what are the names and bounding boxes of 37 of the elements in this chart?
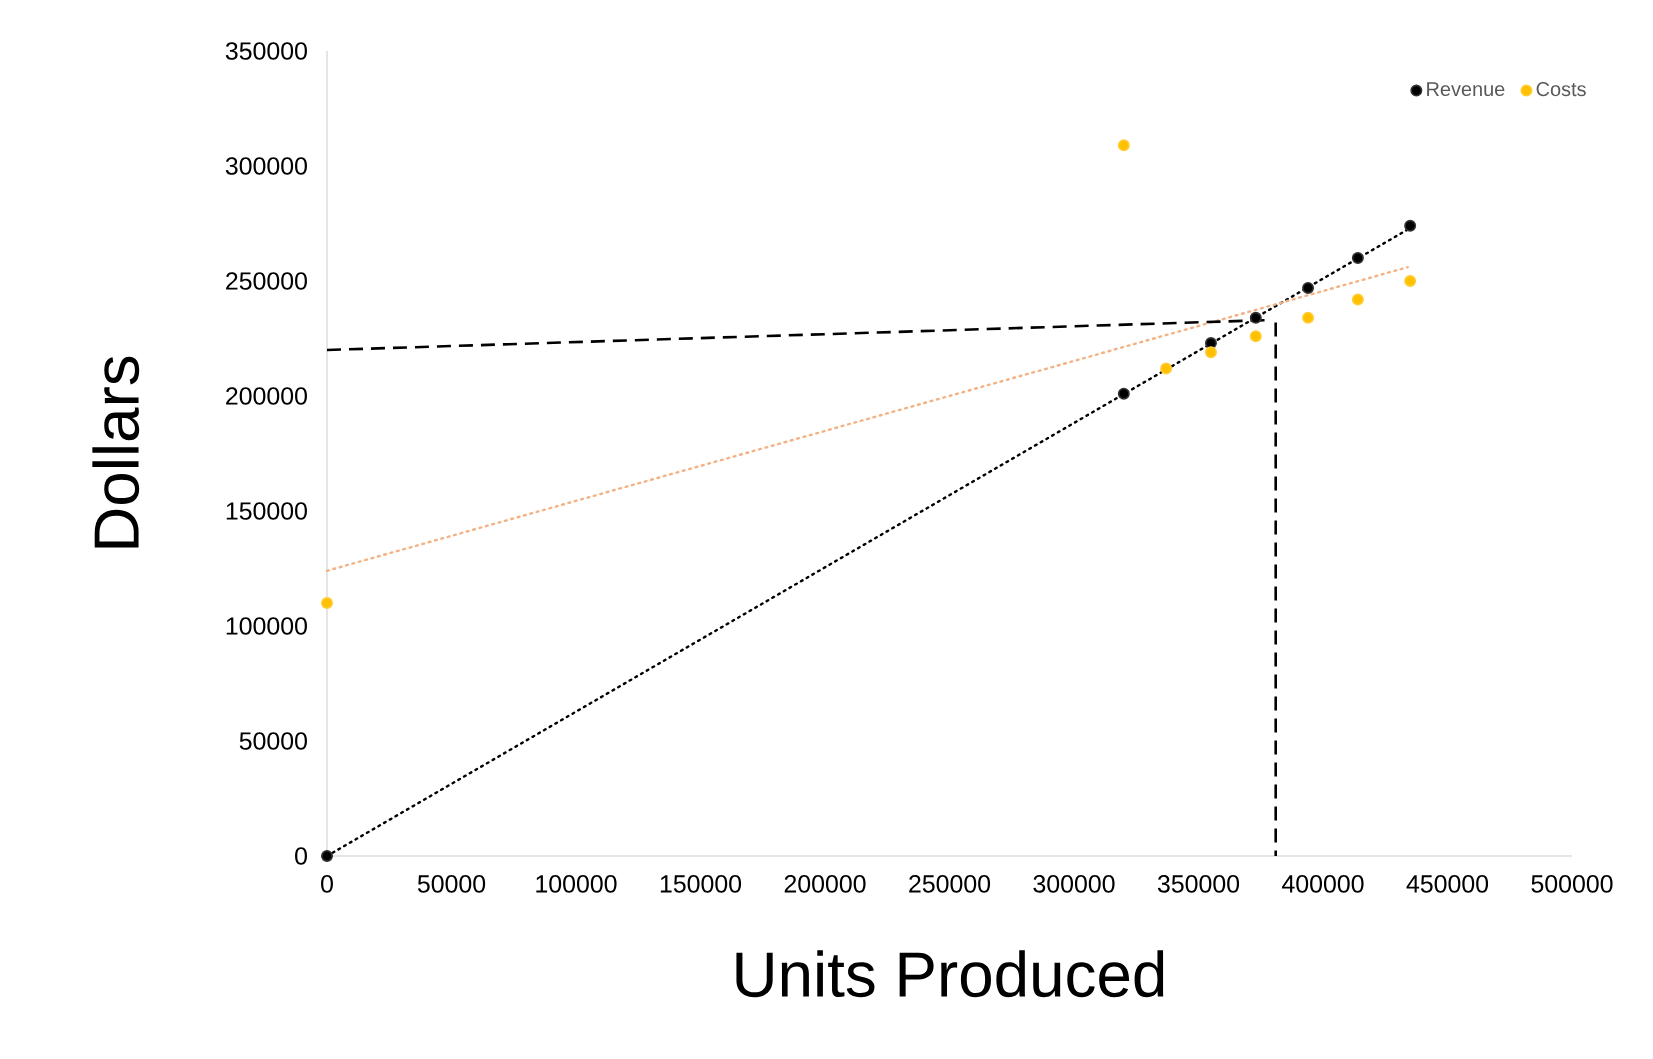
legend-label: Costs: [1536, 82, 1586, 97]
point: [1117, 139, 1130, 152]
x-axis-title: Units Produced: [736, 950, 1164, 998]
x-tick-label: 500000: [1531, 875, 1613, 893]
x-tick-label: 100000: [536, 875, 617, 893]
point: [1302, 281, 1315, 294]
point: [1117, 387, 1130, 400]
y-tick-label: 150000: [226, 502, 307, 520]
point: [1302, 311, 1315, 324]
x-tick-label: 400000: [1282, 875, 1364, 893]
x-tick-label: 200000: [784, 875, 866, 893]
point: [1404, 219, 1417, 232]
y-tick-label: 50000: [239, 732, 307, 750]
x-tick-label: 450000: [1406, 875, 1489, 893]
y-tick-label: 0: [295, 847, 307, 865]
y-tick-label: 200000: [226, 387, 307, 405]
x-tick-label: 50000: [417, 875, 486, 893]
point: [1204, 346, 1217, 359]
y-tick-label: 250000: [226, 272, 307, 290]
x-tick-label: 300000: [1033, 875, 1115, 893]
point: [1160, 362, 1173, 375]
legend-label: Revenue: [1427, 82, 1505, 97]
y-tick-label: 100000: [226, 617, 307, 635]
x-tick-label: 0: [321, 875, 333, 893]
point: [321, 597, 333, 609]
x-tick-label: 350000: [1157, 875, 1240, 893]
x-tick-label: 150000: [660, 875, 742, 893]
x-tick-label: 250000: [909, 875, 991, 893]
point: [1249, 330, 1262, 343]
y-axis-title: Dollars: [92, 356, 140, 548]
point: [1351, 293, 1364, 306]
point: [1249, 311, 1262, 324]
point: [1404, 274, 1417, 287]
y-tick-label: 350000: [225, 42, 307, 60]
point: [321, 850, 333, 862]
point: [1351, 251, 1364, 264]
y-tick-label: 300000: [225, 157, 307, 175]
